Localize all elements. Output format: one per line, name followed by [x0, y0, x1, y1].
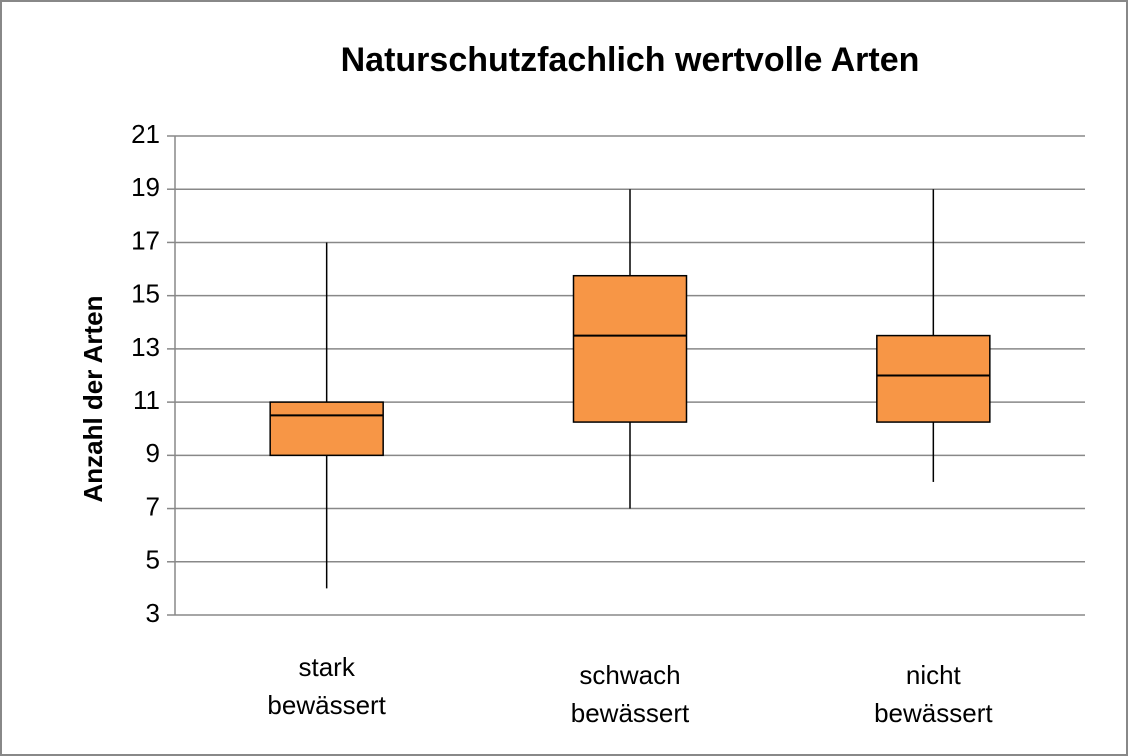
y-tick-label: 11: [133, 385, 160, 415]
box: [572, 274, 688, 423]
box: [876, 334, 991, 423]
x-tick-label: stark bewässert: [267, 652, 386, 720]
y-tick-label: 13: [131, 332, 160, 362]
x-tick-label: schwach bewässert: [570, 660, 690, 728]
y-tick-label: 9: [146, 438, 160, 468]
box: [269, 401, 384, 457]
chart-title: Naturschutzfachlich wertvolle Arten: [341, 41, 920, 79]
y-tick-label: 19: [131, 172, 160, 202]
x-tick-label: nicht bewässert: [874, 660, 993, 728]
y-tick-label: 5: [146, 545, 160, 575]
y-tick-label: 3: [146, 598, 160, 628]
y-tick-label: 7: [146, 491, 160, 521]
y-axis-label: Anzahl der Arten: [78, 295, 108, 502]
y-tick-label: 17: [131, 225, 160, 255]
y-tick-label: 15: [131, 279, 160, 309]
y-tick-label: 21: [131, 119, 160, 149]
